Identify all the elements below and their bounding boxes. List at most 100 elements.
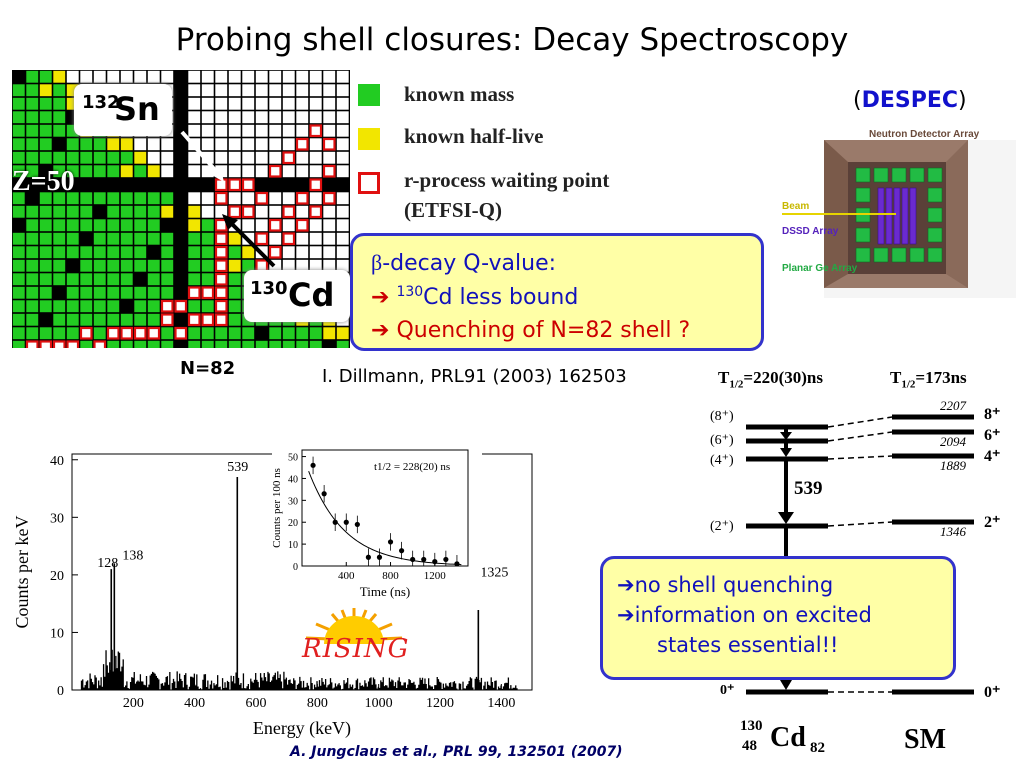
map-cell bbox=[26, 300, 39, 313]
map-cell bbox=[39, 111, 52, 124]
sm-energy-1889: 1889 bbox=[940, 458, 966, 473]
map-cell bbox=[228, 286, 241, 299]
map-cell bbox=[120, 300, 133, 313]
map-cell bbox=[26, 124, 39, 137]
map-cell bbox=[242, 97, 255, 110]
waiting-point-cell bbox=[106, 326, 120, 340]
n82-label: N=82 bbox=[180, 358, 236, 379]
x-tick-label-1000: 1000 bbox=[365, 696, 393, 711]
map-cell bbox=[107, 70, 120, 83]
map-cell bbox=[336, 70, 349, 83]
quenching-text: Quenching of N=82 shell ? bbox=[396, 318, 691, 343]
map-cell bbox=[120, 340, 133, 353]
map-cell bbox=[174, 70, 187, 83]
map-cell bbox=[323, 246, 336, 259]
map-cell bbox=[323, 84, 336, 97]
despec-paren-open: ( bbox=[853, 88, 862, 113]
map-cell bbox=[323, 151, 336, 164]
map-cell bbox=[53, 97, 66, 110]
map-cell bbox=[107, 313, 120, 326]
x-tick-label-800: 800 bbox=[307, 696, 328, 711]
sm-header-t: T bbox=[890, 368, 902, 387]
map-cell bbox=[161, 259, 174, 272]
map-cell bbox=[215, 70, 228, 83]
inset-y-tick-label-50: 50 bbox=[288, 453, 298, 464]
despec-beam-label: Beam bbox=[782, 201, 809, 212]
map-cell bbox=[80, 151, 93, 164]
nucleus-n: 82 bbox=[810, 740, 825, 756]
map-cell bbox=[134, 259, 147, 272]
map-cell bbox=[174, 286, 187, 299]
map-cell bbox=[309, 192, 322, 205]
map-cell bbox=[228, 84, 241, 97]
inset-point bbox=[310, 462, 316, 468]
map-cell bbox=[26, 313, 39, 326]
waiting-point-cell bbox=[214, 191, 228, 205]
map-cell bbox=[12, 259, 25, 272]
y-tick-label-10: 10 bbox=[50, 626, 64, 641]
map-cell bbox=[323, 178, 336, 191]
map-cell bbox=[174, 246, 187, 259]
map-cell bbox=[228, 111, 241, 124]
map-cell bbox=[296, 259, 309, 272]
map-cell bbox=[39, 192, 52, 205]
map-cell bbox=[53, 192, 66, 205]
map-cell bbox=[107, 219, 120, 232]
sn132-symbol: Sn bbox=[114, 90, 160, 128]
map-cell bbox=[201, 70, 214, 83]
waiting-point-cell bbox=[322, 164, 336, 178]
map-cell bbox=[201, 219, 214, 232]
map-cell bbox=[309, 340, 322, 353]
map-cell bbox=[282, 70, 295, 83]
map-cell bbox=[309, 97, 322, 110]
inset-point bbox=[365, 554, 371, 560]
despec-dssd-label: DSSD Array bbox=[782, 226, 839, 237]
map-cell bbox=[134, 151, 147, 164]
map-cell bbox=[12, 286, 25, 299]
inset-point bbox=[354, 521, 360, 528]
nucleus-symbol: Cd bbox=[770, 722, 806, 753]
map-cell bbox=[255, 340, 268, 353]
map-cell bbox=[80, 205, 93, 218]
map-cell bbox=[228, 124, 241, 137]
map-cell bbox=[201, 178, 214, 191]
map-cell bbox=[323, 259, 336, 272]
legend-swatch-known-half-live bbox=[358, 128, 380, 150]
waiting-point-cell bbox=[93, 340, 107, 354]
map-cell bbox=[80, 246, 93, 259]
map-cell bbox=[66, 300, 79, 313]
waiting-point-cell bbox=[295, 191, 309, 205]
gamma-spectrum-plot: 200 400 600 800 1000 1200 1400010203040Energy … bbox=[12, 444, 533, 739]
conclusion-line3: states essential!! bbox=[657, 633, 839, 657]
map-cell bbox=[66, 219, 79, 232]
map-cell bbox=[201, 124, 214, 137]
map-cell bbox=[161, 286, 174, 299]
inset-point bbox=[343, 519, 349, 525]
map-cell bbox=[12, 313, 25, 326]
map-cell bbox=[201, 300, 214, 313]
map-cell bbox=[147, 219, 160, 232]
waiting-point-cell bbox=[268, 218, 282, 232]
waiting-point-cell bbox=[201, 286, 215, 300]
map-cell bbox=[53, 124, 66, 137]
map-cell bbox=[309, 111, 322, 124]
conclusion-box: ➔no shell quenching ➔information on exci… bbox=[600, 556, 956, 680]
exp-level-8: (8⁺) bbox=[710, 409, 734, 424]
sm-energy-2094: 2094 bbox=[940, 434, 966, 449]
map-cell bbox=[282, 138, 295, 151]
map-cell bbox=[120, 165, 133, 178]
map-cell bbox=[147, 151, 160, 164]
reference-dillmann: I. Dillmann, PRL91 (2003) 162503 bbox=[322, 366, 627, 387]
cd130-superscript: 130 bbox=[396, 284, 424, 300]
waiting-point-cell bbox=[120, 326, 134, 340]
waiting-point-cell bbox=[160, 299, 174, 313]
map-cell bbox=[201, 97, 214, 110]
map-cell bbox=[323, 70, 336, 83]
waiting-point-cell bbox=[241, 178, 255, 192]
waiting-point-cell bbox=[255, 232, 269, 246]
exp-header-t: T bbox=[718, 368, 730, 387]
map-cell bbox=[147, 273, 160, 286]
map-cell bbox=[26, 273, 39, 286]
waiting-point-cell bbox=[52, 340, 66, 354]
map-cell bbox=[80, 286, 93, 299]
